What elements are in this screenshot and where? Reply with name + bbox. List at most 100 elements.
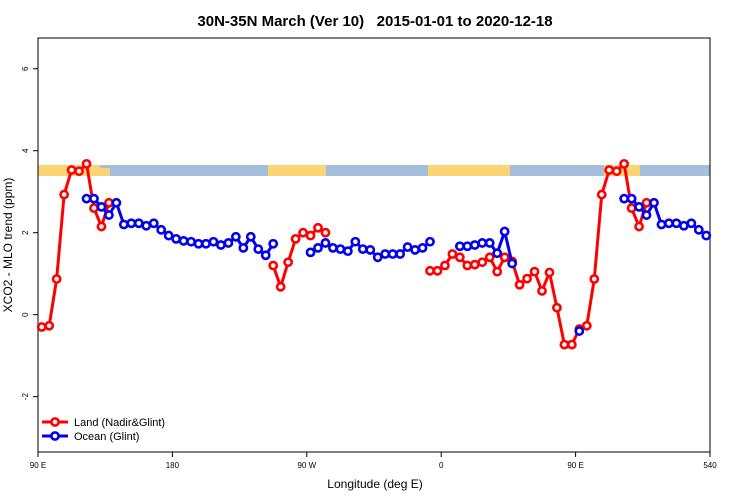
y-tick-label: 4 [21, 148, 30, 153]
data-point [357, 244, 368, 254]
data-point [395, 249, 406, 259]
data-point [634, 221, 644, 232]
data-point [96, 221, 107, 232]
data-point [245, 231, 256, 242]
data-point [656, 219, 667, 230]
data-point [89, 203, 99, 214]
data-point [619, 193, 630, 204]
data-point [305, 247, 316, 258]
data-point [477, 257, 488, 268]
data-point [387, 249, 398, 259]
data-point [581, 320, 592, 331]
data-point [596, 189, 607, 200]
x-axis-label: Longitude (deg E) [327, 477, 422, 491]
data-point [126, 218, 137, 229]
data-point [454, 241, 465, 252]
x-tick-label: 90 E [30, 461, 46, 470]
data-point [447, 249, 458, 259]
ocean-band [38, 165, 710, 176]
data-point [268, 260, 279, 271]
data-point [156, 224, 167, 235]
data-point [544, 267, 555, 278]
data-point [469, 240, 480, 250]
data-point [59, 189, 70, 200]
data-point [104, 197, 114, 208]
data-point [514, 279, 525, 290]
data-point [701, 230, 712, 241]
data-point [253, 244, 264, 254]
data-point [529, 266, 540, 277]
data-point [492, 248, 503, 259]
data-point [522, 273, 532, 284]
data-point [163, 230, 174, 241]
legend-label: Ocean (Glint) [74, 431, 139, 443]
data-point [484, 238, 495, 248]
data-point [44, 320, 55, 331]
data-point [641, 197, 652, 208]
data-point [402, 242, 413, 252]
data-point [574, 326, 585, 336]
land-band [100, 168, 110, 176]
legend-marker [50, 431, 60, 441]
data-point [678, 220, 689, 231]
data-point [335, 244, 346, 254]
data-point [477, 238, 488, 248]
data-point [283, 257, 294, 268]
data-point [193, 238, 204, 249]
data-point [342, 246, 353, 257]
data-point [604, 165, 615, 175]
x-tick-label: 540 [703, 461, 717, 470]
data-point [492, 266, 503, 277]
legend-label: Land (Nadir&Glint) [74, 417, 165, 429]
data-point [611, 166, 622, 177]
data-point [81, 193, 92, 204]
x-tick-label: 90 W [297, 461, 316, 470]
data-point [417, 242, 428, 253]
legend-marker [50, 417, 60, 427]
data-point [499, 252, 510, 263]
data-point [634, 201, 644, 212]
data-point [111, 197, 122, 208]
data-point [537, 286, 547, 296]
data-point [223, 238, 234, 248]
data-point [462, 260, 473, 271]
data-point [462, 241, 473, 252]
data-point [320, 238, 331, 248]
plot-frame [37, 37, 711, 453]
data-point [649, 197, 659, 208]
y-tick-label: -2 [21, 393, 30, 401]
data-point [148, 218, 159, 229]
chart-title: 30N-35N March (Ver 10) 2015-01-01 to 202… [197, 13, 552, 30]
data-point [619, 158, 630, 169]
data-point [484, 252, 495, 263]
data-point [432, 265, 443, 276]
data-point [96, 201, 107, 212]
data-point [380, 249, 391, 259]
data-point [290, 233, 301, 244]
y-tick-label: 6 [21, 66, 30, 71]
data-point [118, 219, 129, 230]
data-point [328, 242, 338, 253]
data-point [626, 193, 637, 204]
land-band [604, 165, 640, 176]
data-point [671, 218, 682, 229]
data-point [305, 230, 316, 241]
data-point [365, 245, 376, 255]
data-point [275, 281, 286, 292]
data-point [552, 302, 562, 313]
data-point [469, 259, 480, 270]
data-point [589, 274, 600, 284]
data-point [216, 240, 226, 250]
data-point [81, 158, 92, 169]
data-point [313, 242, 323, 253]
data-point [36, 322, 47, 332]
data-point [641, 210, 652, 220]
land-band [268, 165, 326, 176]
data-point [372, 252, 383, 263]
data-point [693, 224, 704, 235]
data-point [559, 339, 570, 350]
data-point [178, 236, 189, 246]
data-point [566, 339, 577, 350]
data-point [208, 236, 219, 247]
